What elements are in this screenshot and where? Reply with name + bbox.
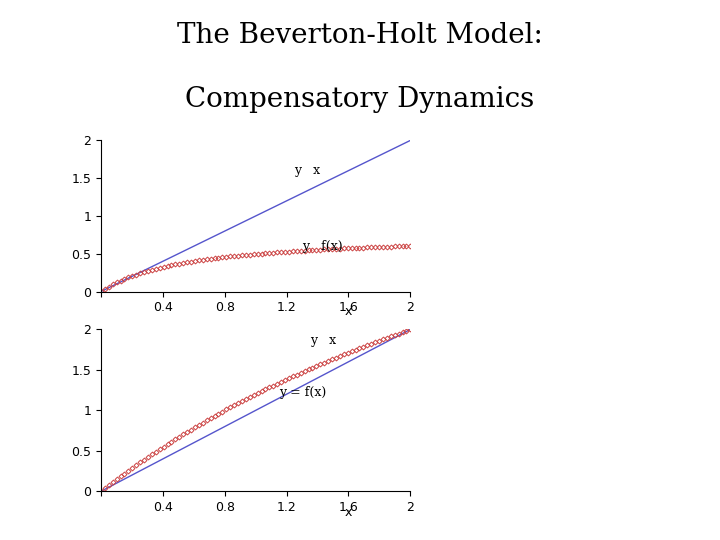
Text: x: x	[345, 305, 352, 318]
Text: y   x: y x	[294, 164, 320, 178]
Text: y = f(x): y = f(x)	[279, 386, 326, 399]
Text: x: x	[345, 506, 352, 519]
Text: Compensatory Dynamics: Compensatory Dynamics	[185, 86, 535, 113]
Text: y   f(x): y f(x)	[302, 240, 343, 253]
Text: The Beverton-Holt Model:: The Beverton-Holt Model:	[177, 22, 543, 49]
Text: y   x: y x	[310, 334, 336, 347]
